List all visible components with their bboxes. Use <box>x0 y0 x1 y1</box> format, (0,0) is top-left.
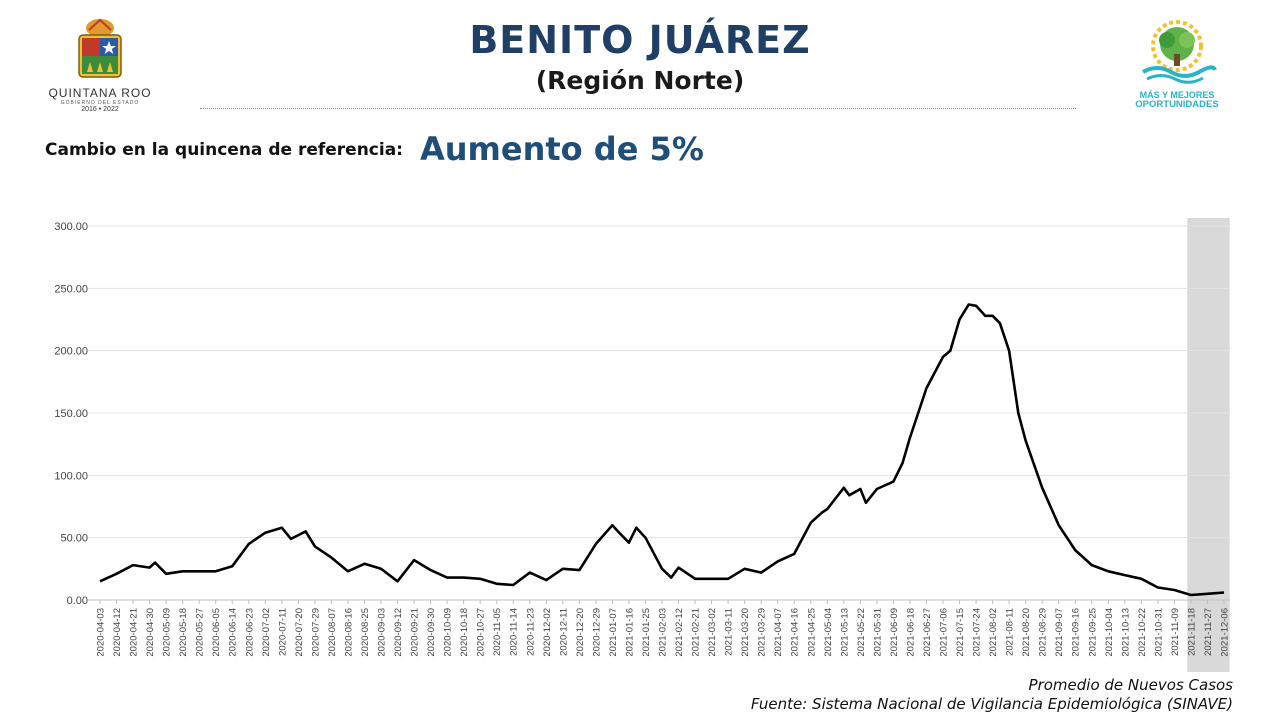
x-tick-label: 2020-09-12 <box>393 608 404 657</box>
x-tick-label: 2021-06-27 <box>922 608 933 657</box>
x-tick-label: 2020-04-30 <box>145 608 156 657</box>
x-tick-label: 2020-12-02 <box>542 608 553 657</box>
header-divider <box>200 108 1076 109</box>
x-axis: 2020-04-03 2020-04-12 2020-04-21 2020-04-30… <box>96 600 1231 657</box>
logo-tagline-1: MÁS Y MEJORES <box>1139 90 1215 100</box>
x-tick-label: 2020-12-20 <box>575 608 586 657</box>
x-tick-label: 2021-07-06 <box>939 608 950 657</box>
change-value: Aumento de 5% <box>420 130 704 168</box>
x-tick-label: 2021-03-29 <box>757 608 768 657</box>
y-tick-label: 50.00 <box>60 533 88 545</box>
y-axis: 0.00 50.00 100.00 150.00 200.00 250.00 300.00 <box>54 221 88 607</box>
x-tick-label: 2020-11-05 <box>492 608 503 656</box>
page-subtitle: (Región Norte) <box>535 66 745 95</box>
x-tick-label: 2021-10-31 <box>1153 608 1164 657</box>
x-tick-label: 2020-06-05 <box>211 608 222 657</box>
x-tick-label: 2020-07-02 <box>261 608 272 657</box>
x-tick-label: 2020-07-29 <box>310 608 321 657</box>
x-tick-label: 2021-01-16 <box>624 608 635 657</box>
x-tick-label: 2021-10-22 <box>1137 608 1148 657</box>
x-tick-label: 2021-04-07 <box>773 608 784 657</box>
x-tick-label: 2020-06-23 <box>244 608 255 657</box>
x-tick-label: 2021-05-22 <box>856 608 867 657</box>
x-tick-label: 2021-07-24 <box>972 608 983 657</box>
x-tick-label: 2021-10-13 <box>1120 608 1131 657</box>
x-tick-label: 2021-04-16 <box>790 608 801 657</box>
x-tick-label: 2021-02-12 <box>674 608 685 657</box>
x-tick-label: 2021-02-03 <box>658 608 669 657</box>
logo-org-name: QUINTANA ROO <box>48 86 152 100</box>
x-tick-label: 2021-03-20 <box>740 608 751 657</box>
x-tick-label: 2021-04-25 <box>806 608 817 657</box>
x-tick-label: 2020-09-21 <box>410 608 421 657</box>
x-tick-label: 2020-06-14 <box>228 608 239 657</box>
y-tick-label: 200.00 <box>54 346 88 358</box>
y-tick-label: 250.00 <box>54 283 88 295</box>
x-tick-label: 2020-08-07 <box>327 608 338 657</box>
x-tick-label: 2021-06-09 <box>889 608 900 657</box>
change-label: Cambio en la quincena de referencia: <box>45 140 403 160</box>
x-tick-label: 2020-09-03 <box>377 608 388 657</box>
series-line <box>99 303 1225 597</box>
y-tick-label: 300.00 <box>54 221 88 233</box>
x-tick-label: 2021-11-18 <box>1186 608 1197 656</box>
x-tick-label: 2021-05-31 <box>872 608 883 657</box>
x-tick-label: 2020-08-25 <box>360 608 371 657</box>
x-tick-label: 2020-05-18 <box>178 608 189 657</box>
x-tick-label: 2020-04-21 <box>129 608 140 657</box>
x-tick-label: 2021-01-07 <box>608 608 619 657</box>
coat-of-arms-icon <box>78 18 122 78</box>
x-tick-label: 2021-03-11 <box>724 608 735 656</box>
logo-years: 2016 • 2022 <box>81 106 119 113</box>
x-tick-label: 2021-05-04 <box>823 608 834 657</box>
source-note: Fuente: Sistema Nacional de Vigilancia E… <box>750 695 1233 713</box>
tree-icon <box>1142 20 1217 84</box>
x-tick-label: 2021-03-02 <box>707 608 718 657</box>
x-tick-label: 2021-07-15 <box>955 608 966 657</box>
x-tick-label: 2020-04-12 <box>112 608 123 657</box>
oportunidades-logo: MÁS Y MEJORES OPORTUNIDADES <box>1122 20 1232 115</box>
x-tick-label: 2020-12-29 <box>591 608 602 657</box>
grid-lines <box>88 225 1230 601</box>
quintana-roo-logo: QUINTANA ROO GOBIERNO DEL ESTADO 2016 • … <box>40 18 160 113</box>
y-tick-label: 0.00 <box>67 595 88 607</box>
x-tick-label: 2020-09-30 <box>426 608 437 657</box>
x-tick-label: 2020-07-20 <box>294 608 305 657</box>
x-tick-label: 2020-10-09 <box>443 608 454 657</box>
x-tick-label: 2021-08-02 <box>988 608 999 657</box>
x-tick-label: 2021-08-20 <box>1021 608 1032 657</box>
logo-org-sub: GOBIERNO DEL ESTADO <box>60 100 140 106</box>
x-tick-label: 2020-11-23 <box>525 608 536 656</box>
x-tick-label: 2020-05-09 <box>162 608 173 657</box>
x-tick-label: 2020-05-27 <box>195 608 206 657</box>
x-tick-label: 2021-06-18 <box>905 608 916 657</box>
x-tick-label: 2021-09-16 <box>1071 608 1082 657</box>
x-tick-label: 2020-11-14 <box>509 608 520 656</box>
x-tick-label: 2021-08-29 <box>1038 608 1049 657</box>
y-tick-label: 150.00 <box>54 408 88 420</box>
page-title: BENITO JUÁREZ <box>469 18 811 62</box>
x-tick-label: 2021-12-06 <box>1220 608 1231 657</box>
x-tick-label: 2021-01-25 <box>641 608 652 657</box>
x-tick-label: 2020-10-18 <box>459 608 470 657</box>
x-tick-label: 2020-12-11 <box>558 608 569 656</box>
logo-tagline-2: OPORTUNIDADES <box>1135 99 1219 110</box>
x-tick-label: 2020-08-16 <box>343 608 354 657</box>
x-tick-label: 2021-09-07 <box>1054 608 1065 657</box>
x-tick-label: 2021-08-11 <box>1005 608 1016 656</box>
x-tick-label: 2021-11-09 <box>1170 608 1181 656</box>
highlight-band <box>1187 218 1230 672</box>
x-tick-label: 2020-10-27 <box>476 608 487 657</box>
x-tick-label: 2021-10-04 <box>1104 608 1115 657</box>
x-tick-label: 2021-02-21 <box>691 608 702 657</box>
series-note: Promedio de Nuevos Casos <box>1028 676 1233 694</box>
y-tick-label: 100.00 <box>54 470 88 482</box>
x-tick-label: 2021-11-27 <box>1203 608 1214 656</box>
x-tick-label: 2020-07-11 <box>277 608 288 656</box>
x-tick-label: 2020-04-03 <box>96 608 107 657</box>
x-tick-label: 2021-05-13 <box>839 608 850 657</box>
x-tick-label: 2021-09-25 <box>1087 608 1098 657</box>
